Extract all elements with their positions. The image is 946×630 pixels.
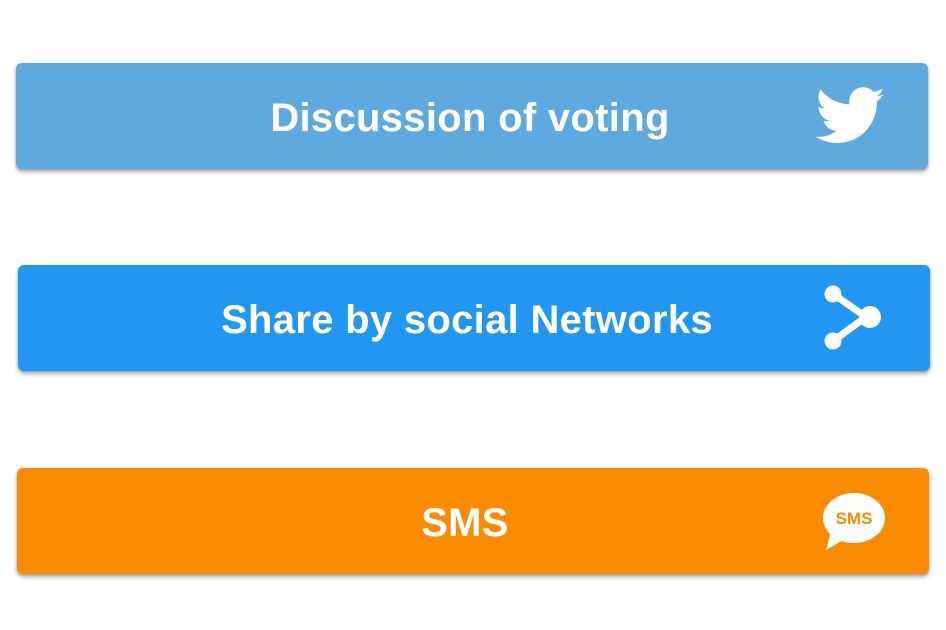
- share-by-social-networks-label: Share by social Networks: [221, 297, 713, 342]
- twitter-icon: [816, 87, 885, 143]
- sms-button[interactable]: SMS SMS: [17, 468, 929, 574]
- share-icon: [824, 285, 881, 350]
- sms-icon-text: SMS: [836, 509, 873, 528]
- discussion-of-voting-label: Discussion of voting: [270, 95, 670, 140]
- sms-label: SMS: [421, 500, 509, 545]
- sms-icon: SMS: [823, 493, 885, 550]
- discussion-of-voting-button[interactable]: Discussion of voting: [16, 63, 928, 169]
- share-by-social-networks-button[interactable]: Share by social Networks: [18, 265, 930, 371]
